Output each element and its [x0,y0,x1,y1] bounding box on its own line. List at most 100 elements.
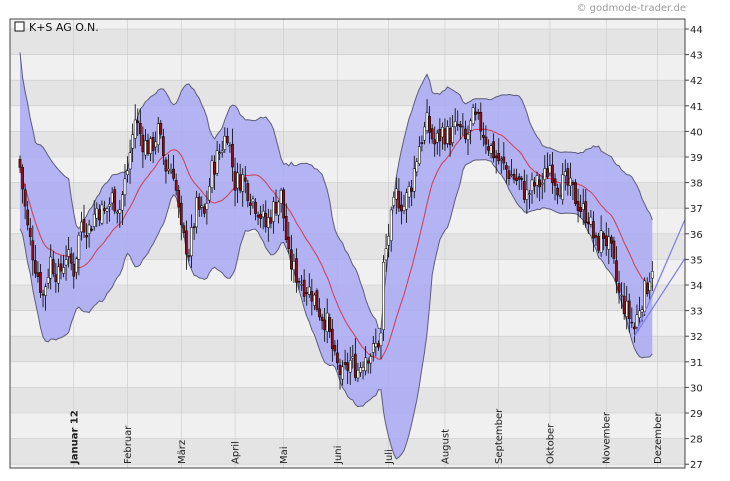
candle-body [423,126,426,141]
candle-body [364,357,367,372]
candle-body [443,128,447,145]
candle-body [154,141,158,148]
y-tick-label: 44 [690,25,703,36]
candle-body [156,123,160,145]
candle-body [627,300,631,320]
y-tick-label: 35 [690,255,703,266]
candle-body [589,216,593,225]
candle-body [597,236,600,251]
candle-body [586,221,590,225]
candle-body [172,168,175,179]
candle-body [300,284,303,286]
x-month-label: November [602,411,613,464]
candle-body [412,168,416,192]
candle-body [231,143,234,168]
candle-body [315,290,319,310]
candle-body [305,292,309,294]
candle-body [466,133,470,140]
candle-body [520,178,524,180]
candle-body [87,224,91,235]
candle-body [241,174,245,192]
candle-body [74,258,78,273]
candle-body [374,343,378,348]
candle-body [553,178,557,186]
background-stripe [10,29,685,55]
candle-body [49,256,53,279]
candle-body [174,180,178,191]
candle-body [64,259,68,266]
candle-body [100,204,104,224]
candle-body [41,293,45,296]
y-tick-label: 43 [690,51,703,62]
candle-body [21,167,24,190]
candle-body [515,177,518,181]
candle-body [325,312,329,332]
x-month-label: August [441,429,452,464]
candle-body [126,170,129,175]
candle-body [67,249,70,257]
candle-body [103,208,106,211]
candle-body [484,136,488,145]
candle-body [92,213,96,227]
candle-body [215,150,219,174]
candle-body [446,126,449,144]
candle-body [249,202,252,206]
candle-body [85,235,88,238]
candle-body [195,197,198,228]
candle-body [533,182,536,187]
candle-body [51,259,55,275]
x-month-label: Januar 12 [69,410,80,465]
background-stripe [10,438,685,465]
y-tick-label: 40 [690,127,703,138]
trend-line [633,258,686,337]
lower-band-line [19,159,653,460]
candle-body [200,205,204,208]
candle-body [136,120,140,124]
square-outline-icon [14,21,25,32]
candle-body [356,369,360,379]
candle-body [162,136,165,156]
candle-body [489,145,493,154]
candle-body [453,121,457,128]
candle-body [297,280,301,283]
trend-line [633,219,686,337]
y-tick-label: 39 [690,153,703,164]
background-stripe [10,105,685,132]
candle-body [213,161,216,175]
background-stripe [10,413,685,439]
candle-body [561,174,565,200]
candle-body [343,362,347,365]
candle-body [121,194,124,211]
candle-body [115,211,119,214]
candle-body [226,136,229,144]
upper-band-line [19,52,653,330]
candle-body [220,150,224,153]
candle-body [323,319,326,331]
candle-body [617,283,621,293]
candle-body [458,124,462,127]
candle-body [233,171,237,191]
candle-body [266,217,270,228]
x-month-label: März [177,440,188,464]
x-month-label: Februar [123,425,134,464]
candle-body [494,155,498,158]
x-month-label: September [494,408,505,464]
candle-body [410,187,414,192]
candle-body [643,280,646,312]
candle-body [425,112,429,131]
candle-body [290,249,293,270]
legend: K+S AG O.N. [14,21,99,34]
candle-body [138,123,142,135]
candle-body [18,158,22,168]
y-tick-label: 31 [690,358,703,369]
candle-body [274,201,278,214]
candle-body [512,173,516,180]
candle-body [320,316,324,321]
candle-body [369,356,373,364]
candle-body [169,170,173,173]
candle-body [476,111,480,114]
y-tick-label: 27 [690,460,703,471]
candle-body [36,272,40,277]
candle-body [277,201,280,216]
